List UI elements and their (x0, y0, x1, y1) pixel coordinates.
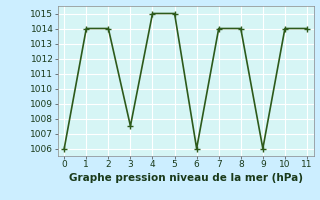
X-axis label: Graphe pression niveau de la mer (hPa): Graphe pression niveau de la mer (hPa) (68, 173, 303, 183)
